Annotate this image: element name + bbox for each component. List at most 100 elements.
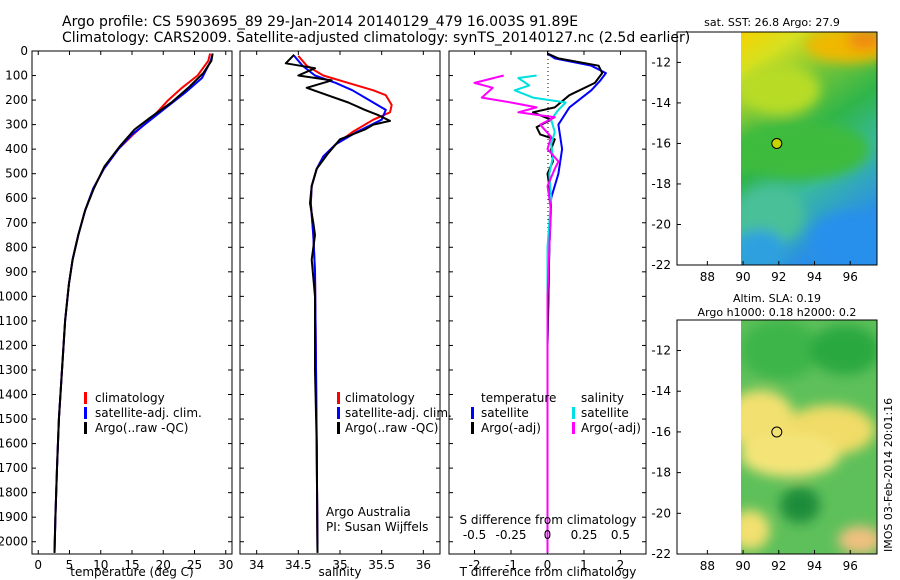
temperature-xlabel: temperature (deg C) xyxy=(70,565,193,579)
s-tick-label: -0.25 xyxy=(495,528,526,542)
y-tick-label: -16 xyxy=(651,425,671,439)
s-tick-label: -0.5 xyxy=(463,528,486,542)
t-difference-xlabel: T difference from climatology xyxy=(459,565,637,579)
y-tick-label: -20 xyxy=(651,506,671,520)
legend-swatch-argo xyxy=(84,422,87,434)
series-line-temperature-satellite xyxy=(546,52,607,553)
y-tick-label: 0 xyxy=(20,44,28,58)
difference-legend: temperature salinity satellite Argo(-adj… xyxy=(471,391,641,435)
y-tick-label: 300 xyxy=(5,118,28,132)
temperature-axes-frame xyxy=(31,50,233,555)
legend-swatch-t-argo xyxy=(471,422,474,434)
temperature-panel: 0 5 10 15 20 25 300100200300400500600700800900… xyxy=(0,44,233,579)
legend-heading-salinity: salinity xyxy=(581,391,624,405)
legend-swatch-argo xyxy=(337,422,340,434)
x-tick-label: 88 xyxy=(700,270,715,284)
salinity-xlabel: salinity xyxy=(318,565,361,579)
climatology-title: Climatology: CARS2009. Satellite-adjuste… xyxy=(62,30,691,46)
y-tick-label: 1600 xyxy=(0,437,28,451)
x-tick-label: 20 xyxy=(156,558,171,572)
imos-timestamp: IMOS 03-Feb-2014 20:01:16 xyxy=(882,398,895,552)
x-tick-label: 34.5 xyxy=(285,558,312,572)
sla-map-title: Altim. SLA: 0.19 xyxy=(733,292,821,305)
x-tick-label: 36 xyxy=(416,558,431,572)
x-tick-label: 90 xyxy=(735,270,750,284)
x-tick-label: 94 xyxy=(807,559,822,573)
x-tick-label: 0 xyxy=(544,558,552,572)
y-tick-label: 600 xyxy=(5,191,28,205)
y-tick-label: 100 xyxy=(5,69,28,83)
y-tick-label: -12 xyxy=(651,55,671,69)
x-tick-label: 88 xyxy=(700,559,715,573)
x-tick-label: 96 xyxy=(843,559,858,573)
y-tick-label: 1700 xyxy=(0,461,28,475)
y-tick-label: -22 xyxy=(651,547,671,561)
salinity-legend: climatology satellite-adj. clim. Argo(..… xyxy=(337,391,452,435)
legend-label-climatology: climatology xyxy=(345,391,415,405)
y-tick-label: -20 xyxy=(651,217,671,231)
x-tick-label: -2 xyxy=(469,558,481,572)
sst-heatmap xyxy=(741,32,877,265)
sla-heatmap xyxy=(741,320,877,554)
series-line-salinity-argo-adj xyxy=(473,74,560,553)
x-tick-label: 35 xyxy=(332,558,347,572)
x-tick-label: 1 xyxy=(580,558,588,572)
y-tick-label: 1500 xyxy=(0,412,28,426)
profile-title: Argo profile: CS 5903695_89 29-Jan-2014 … xyxy=(62,14,579,30)
legend-swatch-satellite xyxy=(337,407,340,419)
legend-label-s-satellite: satellite xyxy=(581,406,629,420)
credit-line-1: Argo Australia xyxy=(326,505,411,519)
x-tick-label: 94 xyxy=(807,270,822,284)
series-line-satellite-adj-clim xyxy=(53,53,214,553)
y-tick-label: 1900 xyxy=(0,510,28,524)
y-tick-label: -14 xyxy=(651,384,671,398)
s-tick-label: 0.5 xyxy=(611,528,630,542)
legend-swatch-climatology xyxy=(84,392,87,404)
legend-heading-temperature: temperature xyxy=(481,391,556,405)
x-tick-label: 92 xyxy=(771,559,786,573)
legend-label-t-satellite: satellite xyxy=(481,406,529,420)
y-tick-label: -14 xyxy=(651,96,671,110)
legend-swatch-climatology xyxy=(337,392,340,404)
x-tick-label: 30 xyxy=(218,558,233,572)
temperature-legend: climatology satellite-adj. clim. Argo(..… xyxy=(84,391,202,435)
legend-swatch-s-argo xyxy=(572,422,575,434)
legend-label-s-argo: Argo(-adj) xyxy=(581,421,641,435)
series-line-salinity-satellite xyxy=(513,74,567,553)
sla-map-panel: Altim. SLA: 0.19 Argo h1000: 0.18 h2000:… xyxy=(651,292,878,573)
x-tick-label: 96 xyxy=(843,270,858,284)
y-tick-label: 400 xyxy=(5,142,28,156)
y-tick-label: 900 xyxy=(5,265,28,279)
legend-label-argo: Argo(..raw -QC) xyxy=(95,421,188,435)
legend-label-climatology: climatology xyxy=(95,391,165,405)
sla-map-frame xyxy=(676,319,878,555)
y-tick-label: 1000 xyxy=(0,289,28,303)
y-tick-label: 1200 xyxy=(0,338,28,352)
legend-label-satellite: satellite-adj. clim. xyxy=(345,406,452,420)
argo-location-marker xyxy=(771,138,783,149)
legend-swatch-s-satellite xyxy=(572,407,575,419)
x-tick-label: 0 xyxy=(34,558,42,572)
legend-swatch-satellite xyxy=(84,407,87,419)
x-tick-label: 10 xyxy=(93,558,108,572)
s-tick-label: 0 xyxy=(544,528,552,542)
y-tick-label: 1300 xyxy=(0,363,28,377)
y-tick-label: -18 xyxy=(651,466,671,480)
s-difference-label: S difference from climatology xyxy=(460,513,637,527)
y-tick-label: 700 xyxy=(5,216,28,230)
x-tick-label: 25 xyxy=(187,558,202,572)
x-tick-label: 5 xyxy=(66,558,74,572)
series-line-argo-raw-qc xyxy=(284,54,391,553)
series-line-climatology xyxy=(297,55,393,553)
y-tick-label: 800 xyxy=(5,240,28,254)
y-tick-label: 2000 xyxy=(0,535,28,549)
y-tick-label: 1800 xyxy=(0,486,28,500)
x-tick-label: -1 xyxy=(505,558,517,572)
x-tick-label: 34 xyxy=(249,558,264,572)
x-tick-label: 90 xyxy=(735,559,750,573)
salinity-axes-frame xyxy=(239,50,441,555)
sst-map-frame xyxy=(676,31,878,266)
y-tick-label: -18 xyxy=(651,177,671,191)
x-tick-label: 92 xyxy=(771,270,786,284)
